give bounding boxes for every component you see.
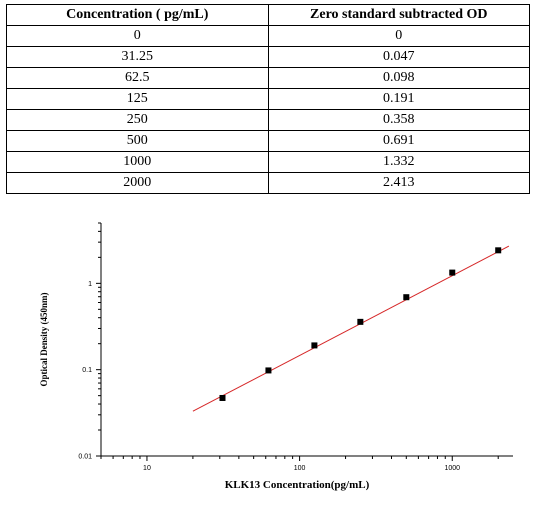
data-point: [449, 269, 456, 276]
table-header-row: Concentration ( pg/mL) Zero standard sub…: [6, 4, 530, 26]
data-point: [403, 294, 410, 301]
plot-axes: [96, 222, 513, 461]
table-row: 250 0.358: [6, 109, 530, 131]
standard-curve-chart: 10 100 1000 0.01 0.1 1 KLK13 Concentration(pg/…: [39, 222, 513, 491]
concentration-cell: 125: [6, 88, 269, 110]
concentration-cell: 1000: [6, 151, 269, 173]
concentration-cell: 0: [6, 25, 269, 47]
standard-curve-table: Concentration ( pg/mL) Zero standard sub…: [6, 4, 530, 194]
concentration-cell: 250: [6, 109, 269, 131]
header-concentration: Concentration ( pg/mL): [6, 4, 269, 26]
x-axis-title: KLK13 Concentration(pg/mL): [225, 479, 370, 491]
x-tick-label: 1000: [444, 465, 460, 472]
data-point: [311, 342, 318, 349]
concentration-cell: 2000: [6, 172, 269, 194]
concentration-cell: 31.25: [6, 46, 269, 68]
od-cell: 0.691: [267, 130, 530, 152]
axis-labels-group: 10 100 1000 0.01 0.1 1 KLK13 Concentration(pg/…: [39, 281, 460, 491]
fit-line-group: [192, 245, 510, 412]
od-cell: 0.191: [267, 88, 530, 110]
table-row: 125 0.191: [6, 88, 530, 110]
data-point: [219, 394, 226, 401]
table-row: 62.5 0.098: [6, 67, 530, 89]
od-cell: 0: [267, 25, 530, 47]
data-point: [495, 247, 502, 254]
y-tick-label: 0.1: [82, 367, 92, 374]
od-cell: 0.358: [267, 109, 530, 131]
od-cell: 0.098: [267, 67, 530, 89]
od-cell: 0.047: [267, 46, 530, 68]
concentration-cell: 62.5: [6, 67, 269, 89]
data-points-group: [219, 247, 502, 401]
table-row: 2000 2.413: [6, 172, 530, 194]
od-cell: 2.413: [267, 172, 530, 194]
y-tick-label: 0.01: [78, 454, 92, 461]
table-row: 1000 1.332: [6, 151, 530, 173]
y-axis-title: Optical Density (450nm): [39, 293, 49, 387]
y-tick-label: 1: [88, 281, 92, 288]
data-point: [265, 367, 272, 374]
x-tick-label: 10: [143, 465, 151, 472]
concentration-cell: 500: [6, 130, 269, 152]
table-row: 500 0.691: [6, 130, 530, 152]
header-od: Zero standard subtracted OD: [267, 4, 530, 26]
fit-line: [192, 245, 510, 412]
table-row: 31.25 0.047: [6, 46, 530, 68]
data-point: [357, 318, 364, 325]
x-tick-label: 100: [294, 465, 306, 472]
od-cell: 1.332: [267, 151, 530, 173]
